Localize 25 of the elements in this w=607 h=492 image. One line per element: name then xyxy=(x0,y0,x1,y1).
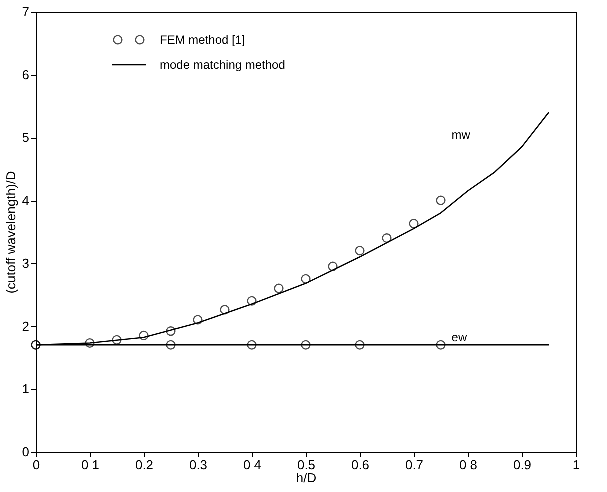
y-tick-label: 5 xyxy=(22,130,30,146)
y-tick-label: 0 xyxy=(22,444,30,460)
x-tick-label: 0 8 xyxy=(459,458,478,472)
x-tick-label: 1 xyxy=(572,458,580,472)
x-tick-label: 0.9 xyxy=(513,458,532,472)
x-tick-label: 0.7 xyxy=(405,458,424,472)
legend-label: mode matching method xyxy=(160,58,286,72)
y-tick-label: 3 xyxy=(22,256,30,271)
legend-label: FEM method [1] xyxy=(160,33,246,47)
x-tick-label: 0 xyxy=(32,458,40,472)
x-tick-label: 0.2 xyxy=(135,458,154,472)
x-tick-label: 0.3 xyxy=(189,458,208,472)
x-tick-label: 0.6 xyxy=(351,458,370,472)
x-tick-label: 0 4 xyxy=(243,458,262,472)
annotation: mw xyxy=(452,128,471,142)
y-tick-label: 4 xyxy=(22,193,30,208)
x-axis-title: h/D xyxy=(296,470,317,486)
y-tick-label: 6 xyxy=(22,67,30,82)
x-tick-label: 0.5 xyxy=(297,458,316,472)
x-tick-label: 0 1 xyxy=(81,458,100,472)
y-tick-label: 1 xyxy=(22,382,30,397)
y-axis-title: (cutoff wavelength)/D xyxy=(3,171,18,294)
annotation: ew xyxy=(452,330,468,345)
y-tick-label: 2 xyxy=(22,318,30,334)
y-tick-label: 7 xyxy=(22,4,30,20)
